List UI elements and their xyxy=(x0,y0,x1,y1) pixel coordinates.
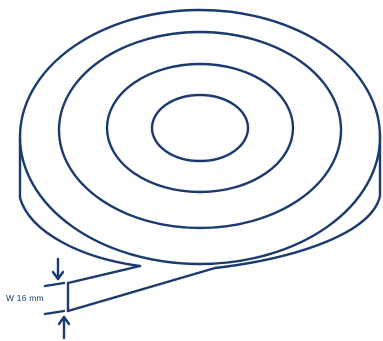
ring-outer xyxy=(18,8,382,266)
ring-core xyxy=(150,93,250,163)
arrow-up-icon xyxy=(57,315,71,340)
arrow-down-icon xyxy=(51,257,65,281)
width-label: W 16 mm xyxy=(6,293,44,303)
roll-bottom-rim xyxy=(18,194,382,270)
dimension-bottom-tick xyxy=(43,309,66,316)
tape-strip-bottom-edge xyxy=(66,266,217,313)
ring-third xyxy=(105,62,295,194)
width-dimension: W 16 mm xyxy=(6,257,71,340)
roll-body xyxy=(18,133,382,270)
dimension-top-tick xyxy=(43,281,66,288)
tape-strip xyxy=(66,264,217,313)
tape-strip-top-edge xyxy=(66,264,142,285)
ring-second xyxy=(57,30,343,230)
roll-top-rings xyxy=(18,8,382,266)
